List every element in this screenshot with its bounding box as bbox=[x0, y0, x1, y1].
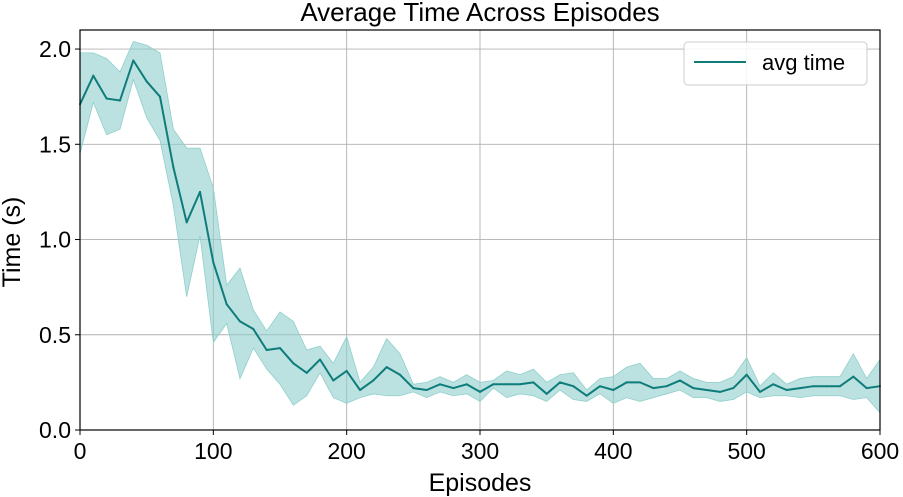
data-point bbox=[799, 387, 801, 390]
tick-layer: 0 100 200 300 400 500 600 0.0 0.5 1.0 1.5 2.0 bbox=[39, 36, 899, 464]
data-point bbox=[412, 387, 415, 390]
data-point bbox=[585, 394, 588, 397]
data-point bbox=[545, 392, 548, 395]
y-tick-label: 2.0 bbox=[39, 36, 71, 62]
data-point bbox=[185, 221, 188, 224]
y-tick-label: 0.5 bbox=[39, 322, 71, 348]
data-point bbox=[105, 97, 108, 100]
data-point bbox=[572, 385, 575, 388]
data-point bbox=[305, 371, 308, 374]
data-point bbox=[599, 385, 601, 388]
legend-label: avg time bbox=[762, 50, 845, 75]
data-point bbox=[812, 385, 815, 388]
chart-title: Average Time Across Episodes bbox=[300, 0, 659, 27]
data-point bbox=[852, 375, 855, 378]
data-point bbox=[172, 166, 175, 169]
data-point bbox=[532, 381, 535, 384]
data-point bbox=[359, 389, 361, 391]
data-point bbox=[772, 383, 775, 386]
grid bbox=[79, 30, 881, 431]
data-point bbox=[665, 385, 668, 388]
data-point bbox=[132, 59, 135, 62]
data-point bbox=[399, 373, 401, 376]
data-point bbox=[145, 80, 148, 83]
x-tick-label: 200 bbox=[327, 438, 365, 464]
data-point bbox=[505, 383, 508, 386]
data-point bbox=[372, 379, 375, 382]
data-point bbox=[159, 95, 161, 98]
data-point bbox=[865, 387, 868, 390]
data-point bbox=[559, 381, 561, 384]
x-tick-label: 600 bbox=[861, 438, 899, 464]
data-point bbox=[625, 381, 628, 384]
data-point bbox=[825, 385, 828, 388]
data-point bbox=[119, 99, 121, 102]
data-point bbox=[385, 366, 388, 369]
data-point bbox=[199, 190, 201, 193]
data-point bbox=[225, 303, 228, 306]
data-point bbox=[612, 389, 615, 391]
data-point bbox=[705, 389, 708, 391]
data-point bbox=[332, 379, 335, 382]
data-point bbox=[439, 383, 441, 386]
data-point bbox=[759, 390, 761, 393]
data-point bbox=[745, 373, 748, 376]
x-tick-label: 0 bbox=[74, 438, 87, 464]
x-tick-label: 300 bbox=[461, 438, 499, 464]
data-point bbox=[265, 349, 268, 351]
x-tick-label: 500 bbox=[727, 438, 765, 464]
x-axis-title: Episodes bbox=[429, 469, 532, 497]
data-point bbox=[785, 389, 788, 391]
legend-box bbox=[683, 41, 868, 86]
line-layer bbox=[79, 59, 881, 397]
data-point bbox=[212, 261, 215, 264]
data-point bbox=[239, 320, 241, 323]
data-point bbox=[719, 390, 721, 393]
data-point bbox=[319, 358, 321, 361]
x-tick-label: 100 bbox=[194, 438, 232, 464]
data-point bbox=[452, 387, 455, 390]
y-axis-title: Time (s) bbox=[0, 197, 26, 288]
y-tick-label: 1.0 bbox=[39, 227, 71, 253]
data-point bbox=[732, 387, 735, 390]
data-point bbox=[652, 387, 655, 390]
data-point bbox=[519, 383, 521, 386]
data-point bbox=[679, 379, 681, 382]
data-point bbox=[425, 389, 428, 391]
data-point bbox=[692, 387, 695, 390]
y-tick-label: 1.5 bbox=[39, 131, 71, 157]
data-point bbox=[839, 385, 841, 388]
data-point bbox=[252, 328, 255, 331]
data-point bbox=[465, 383, 468, 386]
x-tick-label: 400 bbox=[594, 438, 632, 464]
data-point bbox=[345, 369, 348, 372]
data-point bbox=[492, 383, 495, 386]
data-point bbox=[639, 381, 641, 384]
data-point bbox=[479, 390, 481, 393]
data-point bbox=[92, 74, 95, 77]
data-point bbox=[292, 362, 295, 365]
data-point bbox=[279, 347, 281, 350]
legend: avg time bbox=[683, 41, 868, 86]
y-tick-label: 0.0 bbox=[39, 417, 71, 443]
